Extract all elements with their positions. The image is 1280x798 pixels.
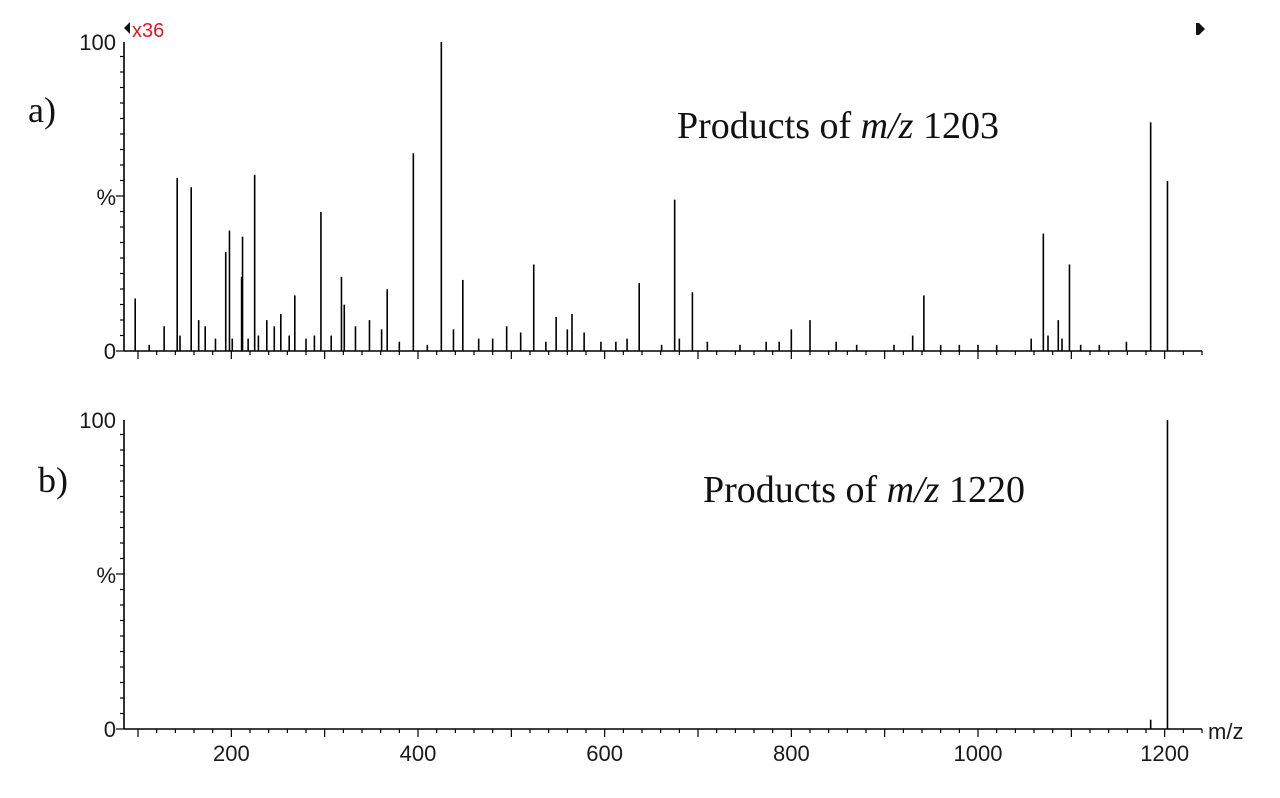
axes-b: 100% 0 200 400 600 800 1000 1200 m/z bbox=[79, 408, 1243, 766]
y-tick-label: 100 bbox=[79, 408, 116, 433]
panel-title-a-italic: m/z bbox=[861, 105, 914, 147]
y-tick-label: 0 bbox=[104, 339, 116, 364]
x-tick-label: 1000 bbox=[954, 741, 1003, 766]
x-tick-label: 800 bbox=[773, 741, 810, 766]
panel-label-a: a) bbox=[28, 90, 56, 130]
x-tick-label: 1200 bbox=[1140, 741, 1189, 766]
axes-a: 100% 0 bbox=[79, 30, 1203, 364]
x-tick-label: 600 bbox=[586, 741, 623, 766]
zoom-left-arrow-icon[interactable] bbox=[124, 22, 130, 34]
peaks-a bbox=[134, 42, 1169, 351]
panel-title-a-prefix: Products of bbox=[677, 105, 861, 147]
panel-title-b-italic: m/z bbox=[887, 469, 940, 511]
x-tick-label: 200 bbox=[213, 741, 250, 766]
panel-label-b: b) bbox=[38, 460, 68, 500]
panel-title-a: Products of m/z 1203 bbox=[677, 105, 999, 147]
x-axis-label: m/z bbox=[1208, 719, 1243, 744]
y-tick-label: % bbox=[96, 185, 116, 210]
panel-title-b-suffix: 1220 bbox=[939, 469, 1025, 511]
panel-title-b-prefix: Products of bbox=[703, 469, 887, 511]
spectrum-panel-a: a) Products of m/z 1203 x36 100% 0 bbox=[28, 20, 1205, 364]
zoom-right-arrow-icon[interactable] bbox=[1196, 23, 1205, 35]
panel-title-b: Products of m/z 1220 bbox=[703, 469, 1025, 511]
scale-marker-x36: x36 bbox=[132, 20, 164, 42]
peaks-b bbox=[1149, 420, 1169, 729]
y-tick-label: 0 bbox=[104, 717, 116, 742]
panel-title-a-suffix: 1203 bbox=[913, 105, 999, 147]
spectrum-panel-b: b) Products of m/z 1220 100% 0 200 400 600 80… bbox=[38, 408, 1243, 766]
y-tick-label: % bbox=[96, 563, 116, 588]
y-tick-label: 100 bbox=[79, 30, 116, 55]
x-tick-label: 400 bbox=[400, 741, 437, 766]
